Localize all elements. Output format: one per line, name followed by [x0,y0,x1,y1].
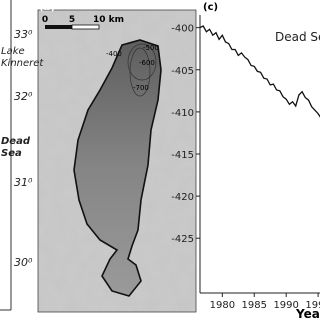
scale-label: 5 [69,15,75,25]
latitude-label: 32⁰ [14,90,33,103]
contour-line [127,43,157,81]
map-frame [37,9,197,313]
x-tick-label: 1990 [273,300,298,311]
place-label: Lake Kinneret [1,46,44,69]
latitude-label: 31⁰ [14,176,33,189]
y-tick-label: -415 [171,150,194,161]
contour-label: -400 [106,50,122,58]
scale-label: 10 km [93,15,124,25]
y-tick-label: -400 [171,24,194,35]
y-tick-label: -405 [171,66,194,77]
y-tick-label: -420 [171,192,194,203]
contour-label: -500 [143,44,159,52]
contour-line [129,47,151,97]
y-tick-label: -425 [171,234,194,245]
scale-label: 0 [42,15,48,25]
contour-label: -600 [139,59,155,67]
panel-label: (b) [39,2,55,13]
place-label: Dead Sea [1,136,30,159]
x-axis-label: Year [295,307,320,320]
series-label: Dead Sea [275,30,320,44]
x-tick-label: 1980 [210,300,235,311]
level-chart: (c) -400 -405 -410 -415 -420 -425 1980 1985 1990 1… [171,2,320,320]
panel-label: (c) [203,2,218,13]
scale-bar [45,25,72,29]
latitude-label: 33⁰ [14,28,33,41]
x-tick-label: 1995 [305,300,320,311]
contour-label: -700 [133,84,149,92]
scale-bar [71,24,100,30]
level-line [199,25,320,118]
y-tick-label: -410 [171,108,194,119]
x-tick-label: 1985 [242,300,267,311]
latitude-label: 30⁰ [14,256,33,269]
dead-sea-outline [73,39,162,297]
